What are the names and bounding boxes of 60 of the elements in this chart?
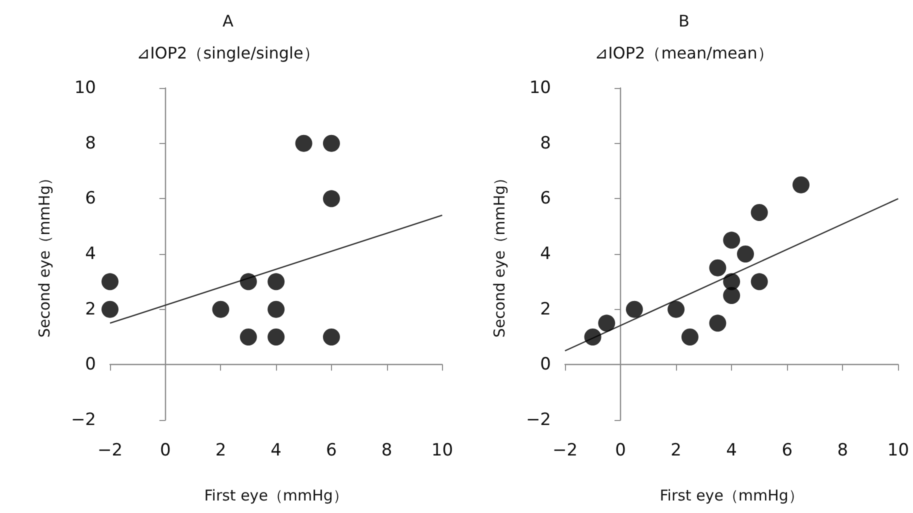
x-tick-label: 4 — [270, 440, 282, 460]
y-tick-label: 8 — [540, 133, 551, 154]
y-tick-label: 10 — [529, 78, 551, 98]
point — [681, 328, 698, 346]
point — [240, 273, 257, 290]
x-tick-label: 8 — [381, 440, 392, 460]
point — [322, 190, 340, 208]
point — [268, 273, 285, 290]
y-tick-label: 6 — [540, 188, 551, 209]
x-tick-label: 10 — [431, 440, 454, 460]
point — [736, 246, 754, 262]
y-axis-title: Second eye（mmHg） — [36, 170, 54, 338]
x-axis-title: First eye（mmHg） — [204, 486, 348, 504]
point — [240, 328, 257, 346]
y-tick-label: 8 — [85, 133, 96, 154]
point — [750, 204, 768, 221]
point — [322, 328, 340, 346]
y-axis-title: Second eye（mmHg） — [490, 170, 508, 338]
x-axis-title: First eye（mmHg） — [660, 486, 804, 504]
y-tick-label: 4 — [85, 244, 96, 264]
point — [723, 273, 740, 290]
point — [102, 273, 118, 290]
x-tick-label: 8 — [837, 440, 848, 460]
point — [212, 300, 230, 318]
x-tick-label: 6 — [782, 440, 793, 460]
y-tick-label: 6 — [85, 188, 96, 209]
point — [322, 134, 340, 152]
point — [723, 232, 740, 249]
point — [723, 287, 740, 304]
point — [709, 259, 726, 276]
chart-subtitle: ⊿IOP2（mean/mean） — [594, 44, 774, 62]
y-tick-label: 0 — [85, 354, 96, 375]
point — [709, 314, 726, 332]
x-tick-label: 0 — [160, 440, 171, 460]
point — [102, 300, 118, 318]
y-tick-label: 10 — [74, 78, 96, 98]
point — [626, 300, 643, 318]
x-tick-label: 0 — [615, 440, 626, 460]
point — [668, 300, 685, 318]
y-tick-label: −2 — [70, 410, 96, 430]
y-tick-label: 0 — [540, 354, 551, 375]
chart-title: B — [678, 12, 690, 30]
x-tick-label: 4 — [726, 440, 738, 460]
point — [295, 134, 312, 152]
point — [792, 176, 810, 194]
chart-title: A — [222, 12, 234, 30]
point — [750, 273, 768, 290]
chart-subtitle: ⊿IOP2（single/single） — [136, 44, 320, 62]
x-tick-label: 10 — [887, 440, 910, 460]
x-tick-label: 6 — [326, 440, 337, 460]
y-tick-label: 2 — [85, 299, 96, 320]
point — [598, 314, 616, 332]
x-tick-label: 2 — [215, 440, 226, 460]
point — [584, 328, 602, 346]
x-tick-label: 2 — [670, 440, 682, 460]
point — [268, 300, 285, 318]
point — [268, 328, 285, 346]
y-tick-label: −2 — [526, 410, 551, 430]
y-tick-label: 2 — [540, 299, 551, 320]
y-tick-label: 4 — [540, 244, 551, 264]
